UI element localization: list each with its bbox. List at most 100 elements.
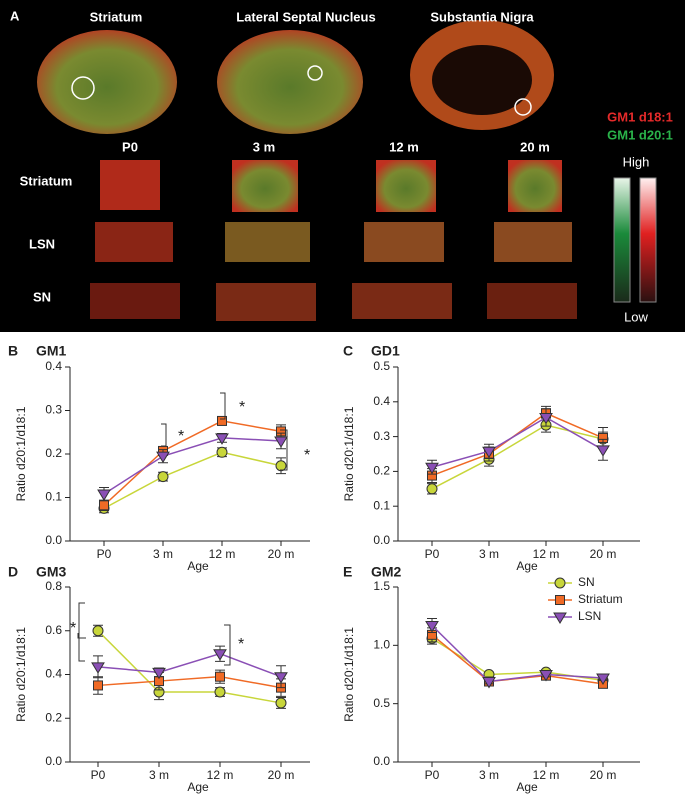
data-point xyxy=(97,489,111,501)
bracket xyxy=(78,602,85,662)
y-tick-label: 0.4 xyxy=(45,667,62,681)
y-tick-label: 0.2 xyxy=(45,446,62,460)
data-point xyxy=(553,612,567,624)
row-label: Striatum xyxy=(20,173,73,188)
legend-label: Striatum xyxy=(578,592,623,606)
data-point xyxy=(215,671,225,682)
y-tick-label: 0.4 xyxy=(45,359,62,373)
x-tick-label: 12 m xyxy=(533,547,560,561)
x-tick-label: P0 xyxy=(425,768,440,782)
bracket xyxy=(77,624,231,666)
panel-label: B xyxy=(8,343,18,359)
x-tick-label: 3 m xyxy=(153,547,173,561)
y-axis-label: Ratio d20:1/d18:1 xyxy=(14,627,28,722)
y-tick-label: 0.0 xyxy=(45,533,62,547)
stain-label: GM1 d18:1 xyxy=(607,109,673,124)
data-point xyxy=(99,500,109,511)
data-point xyxy=(157,471,169,483)
series-line xyxy=(103,437,282,495)
data-point xyxy=(274,436,288,448)
chart: E GM2 Ratio d20:1/d18:1 Age 0.0 0.5 1.0 1.5 P0 3 … xyxy=(342,564,640,794)
panel-label: D xyxy=(8,564,18,580)
x-axis-label: Age xyxy=(516,559,538,573)
y-tick-label: 0.1 xyxy=(45,490,62,504)
series-line xyxy=(97,630,282,704)
chart: C GD1 Ratio d20:1/d18:1 Age 0.0 0.1 0.2 0.3 0.4 0… xyxy=(342,343,640,573)
series-line xyxy=(431,412,604,477)
data-point xyxy=(215,433,229,445)
data-point xyxy=(596,673,610,685)
y-tick-label: 1.5 xyxy=(373,579,390,593)
data-point xyxy=(214,686,226,698)
panel-label: E xyxy=(343,564,352,580)
data-point xyxy=(425,462,439,475)
y-tick-label: 0.2 xyxy=(373,464,390,478)
data-point xyxy=(213,649,227,661)
panel-label: A xyxy=(10,8,20,23)
data-point xyxy=(596,445,610,457)
bracket xyxy=(220,392,226,420)
series-line xyxy=(97,652,282,678)
data-point xyxy=(91,662,105,674)
annotation: * xyxy=(238,636,244,653)
data-point xyxy=(539,670,553,682)
colorbar-red xyxy=(639,177,657,303)
x-tick-label: P0 xyxy=(91,768,106,782)
x-axis-label: Age xyxy=(516,780,538,794)
y-tick-label: 0.3 xyxy=(45,403,62,417)
chart-title: GD1 xyxy=(371,343,400,359)
data-point xyxy=(275,460,287,472)
y-tick-label: 0.4 xyxy=(373,394,390,408)
region-title: Striatum xyxy=(90,9,143,24)
annotation: * xyxy=(304,447,310,464)
y-tick-label: 0.5 xyxy=(373,359,390,373)
y-tick-label: 0.5 xyxy=(373,696,390,710)
region-title: Substantia Nigra xyxy=(430,9,534,24)
x-tick-label: 3 m xyxy=(149,768,169,782)
x-tick-label: P0 xyxy=(425,547,440,561)
y-tick-label: 0.2 xyxy=(45,710,62,724)
x-tick-label: 12 m xyxy=(209,547,236,561)
y-tick-label: 0.6 xyxy=(45,623,62,637)
x-tick-label: 3 m xyxy=(479,547,499,561)
y-tick-label: 0.0 xyxy=(45,754,62,768)
x-axis-label: Age xyxy=(187,780,209,794)
annotation: * xyxy=(178,428,184,445)
data-point xyxy=(426,483,438,495)
y-tick-label: 1.0 xyxy=(373,638,390,652)
chart: D GM3 Ratio d20:1/d18:1 Age 0.0 0.2 0.4 0.6 0.8 P… xyxy=(8,564,310,794)
data-point xyxy=(425,621,439,633)
data-point xyxy=(555,595,565,605)
x-axis-label: Age xyxy=(187,559,209,573)
x-tick-label: P0 xyxy=(97,547,112,561)
age-label: 12 m xyxy=(389,139,419,154)
chart: B GM1 Ratio d20:1/d18:1 Age 0.0 0.1 0.2 0.3 0.4 P… xyxy=(8,343,310,573)
data-point xyxy=(482,446,496,459)
legend-label: LSN xyxy=(578,609,601,623)
data-point xyxy=(156,451,170,464)
bracket xyxy=(161,423,167,447)
x-tick-label: 3 m xyxy=(479,768,499,782)
x-tick-label: 20 m xyxy=(590,768,617,782)
bracket xyxy=(280,429,288,471)
annotation: * xyxy=(239,399,245,416)
y-tick-label: 0.8 xyxy=(45,579,62,593)
series-line xyxy=(431,424,604,490)
y-axis-label: Ratio d20:1/d18:1 xyxy=(342,406,356,501)
data-point xyxy=(275,697,287,709)
legend-label: SN xyxy=(578,575,595,589)
series-line xyxy=(431,637,604,682)
data-point xyxy=(93,680,103,691)
series-line xyxy=(431,624,604,683)
age-label: P0 xyxy=(122,139,138,154)
x-tick-label: 12 m xyxy=(533,768,560,782)
brain-images xyxy=(37,20,577,321)
x-tick-label: 12 m xyxy=(207,768,234,782)
series-line xyxy=(97,675,282,689)
annotation: * xyxy=(70,620,76,637)
data-point xyxy=(217,415,227,426)
data-point xyxy=(152,667,166,680)
y-tick-label: 0.3 xyxy=(373,429,390,443)
age-label: 3 m xyxy=(253,139,275,154)
